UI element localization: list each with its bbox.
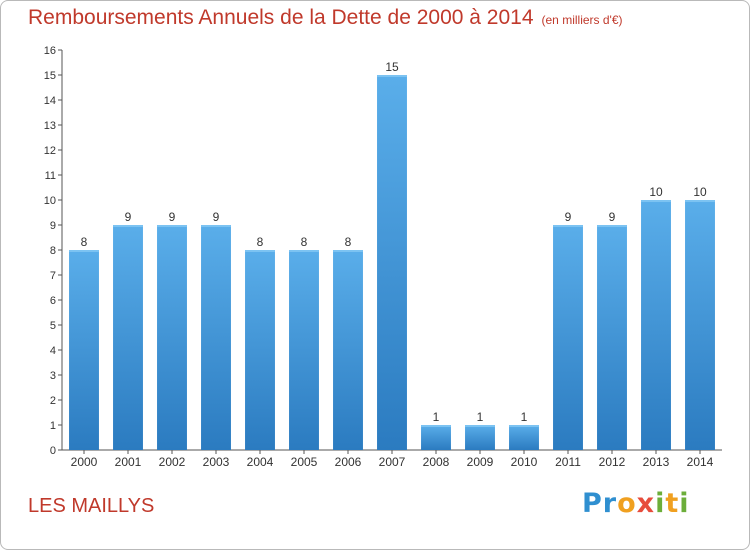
bar-highlight [377, 75, 407, 77]
x-tick-label: 2014 [687, 455, 714, 469]
value-label: 10 [693, 185, 707, 199]
x-tick-label: 2011 [555, 455, 581, 469]
value-label: 15 [385, 60, 399, 74]
bar-2004 [245, 250, 275, 450]
bar-highlight [421, 425, 451, 427]
x-tick-label: 2007 [379, 455, 406, 469]
x-tick-label: 2004 [247, 455, 274, 469]
y-tick-label: 6 [50, 295, 56, 307]
x-tick-label: 2001 [115, 455, 142, 469]
value-label: 8 [257, 235, 264, 249]
value-label: 8 [81, 235, 88, 249]
bar-highlight [113, 225, 143, 227]
y-tick-label: 15 [44, 70, 56, 82]
value-label: 10 [649, 185, 663, 199]
y-tick-label: 10 [44, 195, 56, 207]
value-label: 1 [521, 410, 528, 424]
bar-2010 [509, 425, 539, 450]
bar-highlight [509, 425, 539, 427]
value-label: 9 [169, 210, 176, 224]
bar-highlight [157, 225, 187, 227]
bar-2005 [289, 250, 319, 450]
bar-2012 [597, 225, 627, 450]
x-tick-label: 2013 [643, 455, 670, 469]
bar-2001 [113, 225, 143, 450]
value-label: 9 [565, 210, 572, 224]
value-label: 9 [609, 210, 616, 224]
bar-2006 [333, 250, 363, 450]
y-tick-label: 5 [50, 320, 56, 332]
bar-highlight [289, 250, 319, 252]
bar-2008 [421, 425, 451, 450]
x-tick-label: 2010 [511, 455, 538, 469]
location-label: LES MAILLYS [28, 495, 155, 517]
y-tick-label: 4 [50, 345, 56, 357]
x-tick-label: 2008 [423, 455, 450, 469]
bar-2003 [201, 225, 231, 450]
x-tick-label: 2009 [467, 455, 494, 469]
x-tick-label: 2002 [159, 455, 186, 469]
bar-2014 [685, 200, 715, 450]
chart-subtitle: (en milliers d'€) [541, 13, 623, 27]
y-tick-label: 9 [50, 220, 56, 232]
bar-highlight [597, 225, 627, 227]
value-label: 9 [213, 210, 220, 224]
x-tick-label: 2000 [71, 455, 98, 469]
bar-2007 [377, 75, 407, 450]
y-tick-label: 12 [44, 145, 56, 157]
y-tick-label: 14 [44, 95, 56, 107]
value-label: 8 [301, 235, 308, 249]
y-tick-label: 11 [45, 170, 56, 182]
value-label: 1 [477, 410, 484, 424]
y-tick-label: 1 [50, 420, 56, 432]
x-tick-label: 2005 [291, 455, 318, 469]
bar-highlight [201, 225, 231, 227]
bar-2013 [641, 200, 671, 450]
bar-highlight [553, 225, 583, 227]
chart-title: Remboursements Annuels de la Dette de 20… [28, 6, 623, 30]
bar-highlight [685, 200, 715, 202]
y-tick-label: 16 [44, 45, 56, 57]
value-label: 1 [433, 410, 440, 424]
value-label: 9 [125, 210, 132, 224]
bar-highlight [465, 425, 495, 427]
bar-highlight [245, 250, 275, 252]
bar-2011 [553, 225, 583, 450]
bar-highlight [641, 200, 671, 202]
bar-2002 [157, 225, 187, 450]
y-tick-label: 2 [50, 395, 56, 407]
x-tick-label: 2006 [335, 455, 362, 469]
value-label: 8 [345, 235, 352, 249]
x-tick-label: 2003 [203, 455, 230, 469]
y-tick-label: 7 [50, 270, 56, 282]
bar-2009 [465, 425, 495, 450]
y-tick-label: 0 [50, 445, 56, 457]
y-tick-label: 3 [50, 370, 56, 382]
y-tick-label: 8 [50, 245, 56, 257]
bar-2000 [69, 250, 99, 450]
chart-title-text: Remboursements Annuels de la Dette de 20… [28, 6, 534, 29]
y-tick-label: 13 [44, 120, 56, 132]
bar-highlight [69, 250, 99, 252]
bar-highlight [333, 250, 363, 252]
proxiti-logo[interactable]: Proxiti [582, 488, 690, 519]
x-tick-label: 2012 [599, 455, 626, 469]
